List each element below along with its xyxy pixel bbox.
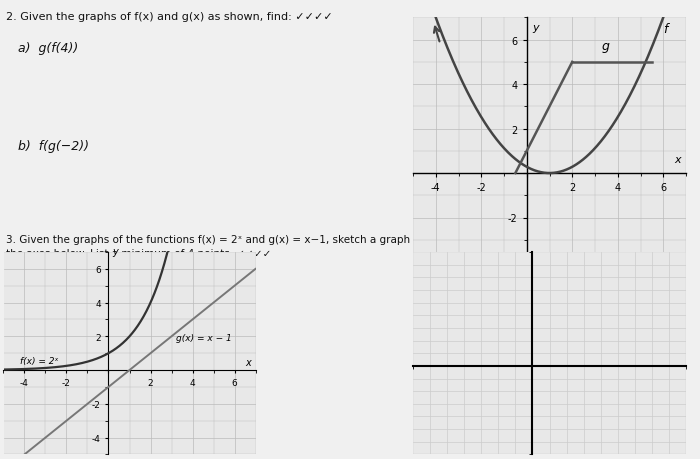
Text: x: x	[245, 357, 251, 367]
Text: x: x	[675, 155, 681, 165]
Text: f(x) = 2ˣ: f(x) = 2ˣ	[20, 357, 59, 365]
Text: 2. Given the graphs of f(x) and g(x) as shown, find: ✓✓✓✓: 2. Given the graphs of f(x) and g(x) as …	[6, 12, 332, 22]
Text: g: g	[602, 39, 610, 52]
Text: y: y	[533, 23, 539, 33]
Text: the axes below. List a minimum of 4 points. ✓✓✓✓: the axes below. List a minimum of 4 poin…	[6, 248, 272, 258]
Text: y: y	[113, 246, 118, 256]
Text: g(x) = x − 1: g(x) = x − 1	[176, 333, 232, 342]
Text: a)  g(f(4)): a) g(f(4))	[18, 42, 78, 55]
Text: b)  f(g(−2)): b) f(g(−2))	[18, 140, 89, 153]
Text: 3. Given the graphs of the functions f(x) = 2ˣ and g(x) = x−1, sketch a graph of: 3. Given the graphs of the functions f(x…	[6, 235, 618, 245]
Text: f: f	[664, 23, 668, 36]
